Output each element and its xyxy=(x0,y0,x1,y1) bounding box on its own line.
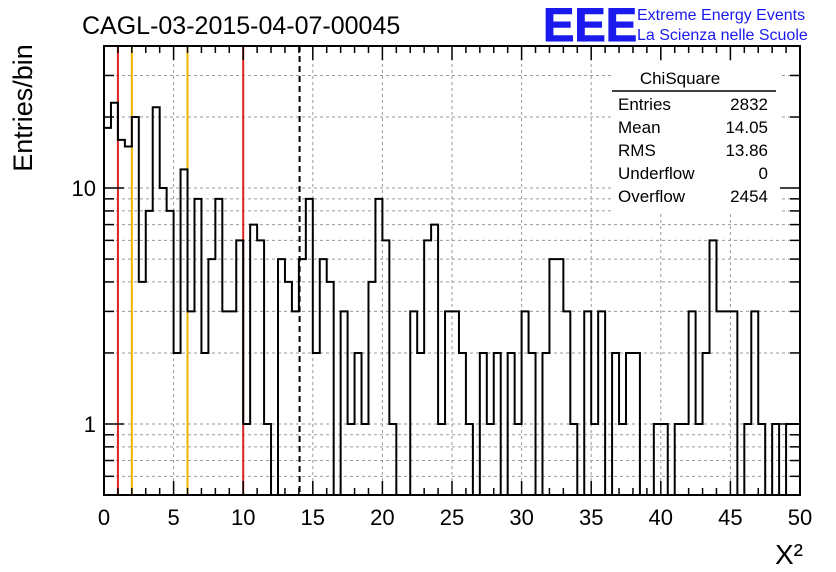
y-tick-label: 1 xyxy=(84,412,96,437)
chart-title: CAGL-03-2015-04-07-00045 xyxy=(82,12,400,40)
stats-row-value: 0 xyxy=(759,164,768,183)
y-axis-label: Entries/bin xyxy=(8,44,38,172)
stats-row-label: RMS xyxy=(618,141,656,160)
x-tick-label: 10 xyxy=(231,505,255,530)
stats-rows: Entries 2832 Mean 14.05 RMS 13.86 Underflow 0 Ov… xyxy=(618,95,768,206)
stats-row-label: Entries xyxy=(618,95,671,114)
y-tick-labels: 1 10 xyxy=(72,176,96,437)
stats-box: ChiSquare Entries 2832 Mean 14.05 RMS 13.86 Un… xyxy=(612,62,780,214)
stats-row-value: 14.05 xyxy=(725,118,768,137)
stats-row-label: Mean xyxy=(618,118,661,137)
axis-ticks xyxy=(103,46,801,495)
x-tick-label: 20 xyxy=(370,505,394,530)
histogram-line xyxy=(104,101,800,496)
stats-row-label: Overflow xyxy=(618,187,686,206)
stats-row-value: 2454 xyxy=(730,187,768,206)
eee-logo: EEE Extreme Energy Events La Scienza nel… xyxy=(543,0,808,52)
x-tick-label: 40 xyxy=(649,505,673,530)
x-tick-label: 30 xyxy=(509,505,533,530)
stats-box-background xyxy=(612,62,780,214)
x-tick-label: 5 xyxy=(167,505,179,530)
x-tick-label: 35 xyxy=(579,505,603,530)
logo-line-1: Extreme Energy Events xyxy=(637,7,805,24)
stats-title: ChiSquare xyxy=(640,69,720,88)
x-tick-label: 45 xyxy=(718,505,742,530)
stats-row-value: 2832 xyxy=(730,95,768,114)
logo-line-2: La Scienza nelle Scuole xyxy=(637,27,808,44)
x-tick-labels: 0 5 10 15 20 25 30 35 40 45 50 xyxy=(98,505,812,530)
y-tick-label: 10 xyxy=(72,176,96,201)
eee-logo-mark: EEE xyxy=(543,0,637,51)
stats-row-label: Underflow xyxy=(618,164,695,183)
x-tick-label: 25 xyxy=(440,505,464,530)
x-tick-label: 50 xyxy=(788,505,812,530)
x-axis-label: X² xyxy=(775,539,803,570)
x-tick-label: 15 xyxy=(301,505,325,530)
x-tick-label: 0 xyxy=(98,505,110,530)
stats-row-value: 13.86 xyxy=(725,141,768,160)
